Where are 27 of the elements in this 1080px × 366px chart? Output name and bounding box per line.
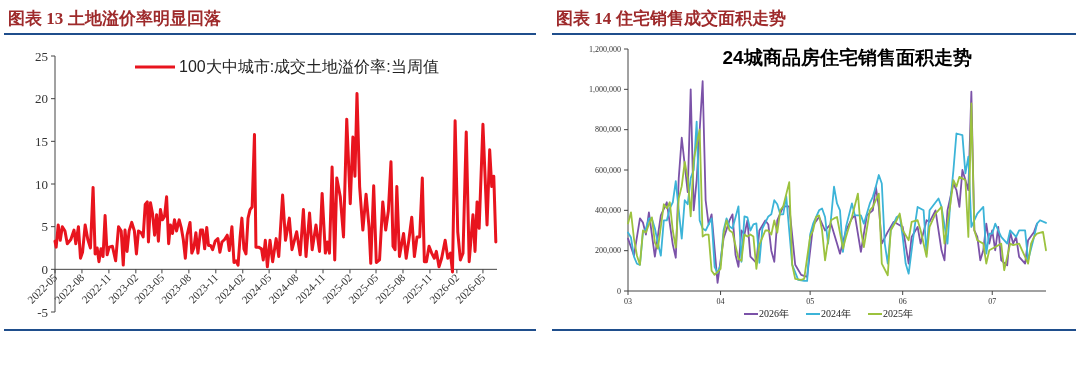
y-tick-label: 1,000,000 (589, 85, 621, 95)
x-tick-label: 05 (806, 297, 815, 306)
y-tick-label: 400,000 (595, 206, 621, 216)
y-tick-label: 0 (41, 261, 48, 277)
legend-label: 2024年 (821, 308, 851, 319)
y-tick-label: 5 (41, 219, 48, 235)
y-tick-label: 200,000 (595, 246, 621, 256)
x-tick-label: 06 (898, 297, 907, 306)
legend-label: 2026年 (759, 308, 789, 319)
x-tick-label: 03 (624, 297, 632, 306)
y-tick-label: -5 (37, 304, 48, 320)
legend-label: 2025年 (883, 308, 913, 319)
chart-subtitle: 24城商品房住宅销售面积走势 (722, 47, 972, 68)
x-tick-label: 04 (716, 297, 725, 306)
y-tick-label: 15 (35, 133, 48, 149)
y-tick-label: 600,000 (595, 165, 621, 175)
chart-title: 图表 14 住宅销售成交面积走势 (556, 9, 786, 28)
chart-title: 图表 13 土地溢价率明显回落 (8, 9, 221, 28)
y-tick-label: 10 (35, 176, 48, 192)
y-tick-label: 800,000 (595, 125, 621, 135)
y-tick-label: 0 (617, 286, 621, 296)
y-tick-label: 25 (35, 48, 48, 64)
legend-label: 100大中城市:成交土地溢价率:当周值 (179, 58, 439, 75)
y-tick-label: 20 (35, 91, 48, 107)
x-tick-label: 07 (988, 297, 997, 306)
y-tick-label: 1,200,000 (589, 44, 621, 54)
line-series (53, 92, 498, 274)
